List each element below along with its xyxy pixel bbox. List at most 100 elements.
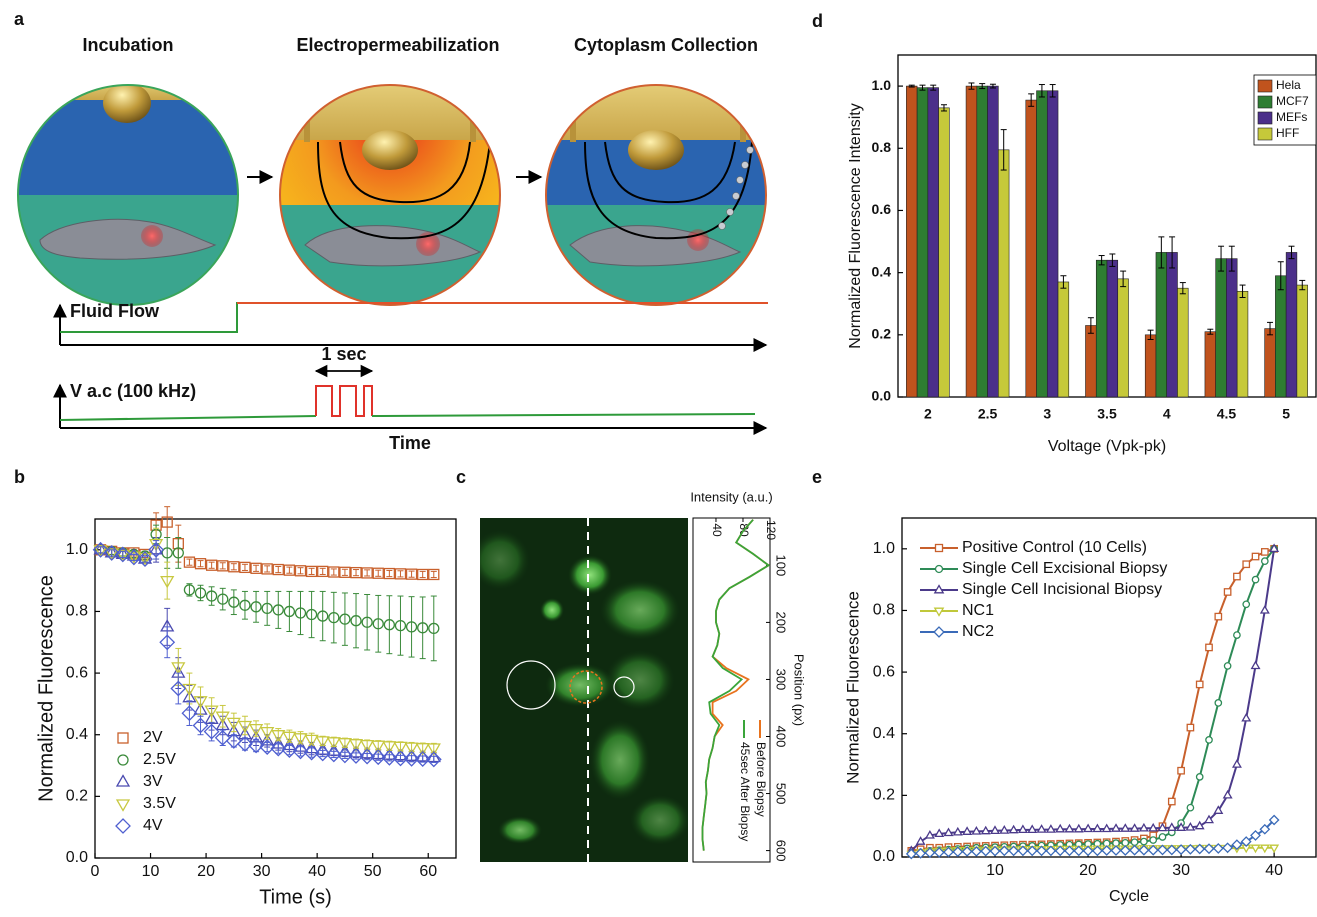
x-tick-label: 10 — [986, 862, 1004, 879]
profile-line — [701, 519, 771, 851]
trace-label: V a.c (100 kHz) — [70, 381, 196, 401]
bar — [1204, 331, 1216, 398]
marker — [1129, 844, 1141, 856]
marker — [372, 567, 384, 579]
marker — [126, 551, 142, 564]
legend-marker — [934, 543, 944, 553]
marker — [192, 717, 209, 734]
marker — [1175, 844, 1187, 856]
marker — [1231, 759, 1242, 768]
bar — [1155, 252, 1168, 398]
marker — [250, 562, 262, 574]
legend-label: 4V — [143, 817, 163, 834]
x-tick-label: 3.5 — [1097, 406, 1117, 422]
marker — [317, 565, 329, 578]
axis-title: Normalized Fluorescence — [843, 591, 862, 784]
bar — [998, 149, 1010, 398]
bar — [1275, 275, 1287, 398]
marker — [905, 848, 917, 860]
x-tick-label: 20 — [197, 863, 215, 880]
marker — [172, 547, 184, 559]
legend-label: HFF — [1276, 126, 1299, 140]
marker — [92, 541, 109, 558]
marker — [1129, 823, 1140, 832]
marker — [372, 618, 384, 630]
legend-marker — [115, 799, 131, 812]
marker — [1101, 823, 1112, 833]
y-tick-label: 500 — [774, 783, 789, 805]
marker — [1092, 823, 1103, 833]
bar — [1177, 287, 1189, 398]
marker — [294, 565, 307, 577]
axis-title: Normalized Fluorescence — [35, 575, 57, 802]
marker — [392, 750, 409, 767]
marker — [1203, 843, 1215, 855]
marker — [1158, 833, 1167, 841]
marker — [1101, 845, 1113, 856]
marker — [952, 826, 963, 836]
marker — [217, 593, 229, 605]
bar — [1166, 252, 1178, 398]
marker — [294, 607, 307, 619]
bar — [1046, 90, 1059, 398]
axis-title: Intensity (a.u.) — [690, 489, 772, 504]
bar — [916, 87, 929, 398]
marker — [1026, 845, 1038, 857]
legend-label: 45sec After Biopsy — [738, 742, 752, 841]
legend-label: Hela — [1276, 78, 1301, 92]
marker — [171, 662, 186, 675]
marker — [1250, 844, 1261, 854]
y-tick-label: 400 — [774, 726, 789, 748]
x-tick-label: 3 — [1043, 406, 1051, 422]
marker — [160, 575, 175, 589]
marker — [1205, 736, 1213, 744]
legend-label: 2V — [143, 729, 163, 746]
marker — [1017, 824, 1028, 834]
marker — [417, 622, 429, 634]
marker — [304, 734, 319, 748]
marker — [283, 605, 296, 618]
marker — [228, 561, 240, 573]
y-tick-label: 0.0 — [66, 849, 88, 866]
marker — [239, 599, 251, 611]
marker — [381, 749, 398, 766]
marker — [998, 845, 1010, 857]
marker — [383, 619, 396, 631]
micrograph — [480, 518, 688, 862]
y-tick-label: 1.0 — [872, 77, 892, 93]
series-line — [911, 548, 1275, 855]
voltage-trace — [371, 413, 756, 417]
marker — [1233, 631, 1241, 639]
bar — [1264, 328, 1276, 398]
marker — [361, 616, 373, 628]
marker — [194, 558, 207, 570]
y-tick-label: 100 — [774, 554, 789, 576]
marker — [1157, 844, 1168, 856]
bar — [1285, 252, 1298, 398]
axis-title: Position (px) — [792, 654, 807, 726]
x-tick-label: 60 — [419, 863, 437, 880]
marker — [93, 545, 108, 558]
legend-marker — [115, 774, 131, 787]
y-tick-label: 0.2 — [873, 787, 895, 804]
marker — [1222, 789, 1233, 799]
marker — [205, 559, 218, 571]
marker — [1148, 822, 1159, 832]
y-tick-label: 0.2 — [872, 326, 892, 342]
marker — [1008, 845, 1020, 857]
bar — [927, 87, 939, 398]
marker — [403, 750, 420, 767]
bar — [1106, 259, 1119, 398]
marker — [1073, 845, 1085, 857]
marker — [272, 604, 284, 616]
axis-title: Time (s) — [259, 886, 332, 908]
marker — [1223, 588, 1232, 596]
x-tick-label: 4.5 — [1217, 406, 1237, 422]
marker — [350, 566, 362, 579]
marker — [370, 749, 387, 766]
bar — [1025, 99, 1037, 398]
marker — [292, 743, 309, 760]
bar — [987, 85, 999, 398]
marker — [1110, 845, 1122, 856]
legend-swatch — [1257, 95, 1273, 109]
